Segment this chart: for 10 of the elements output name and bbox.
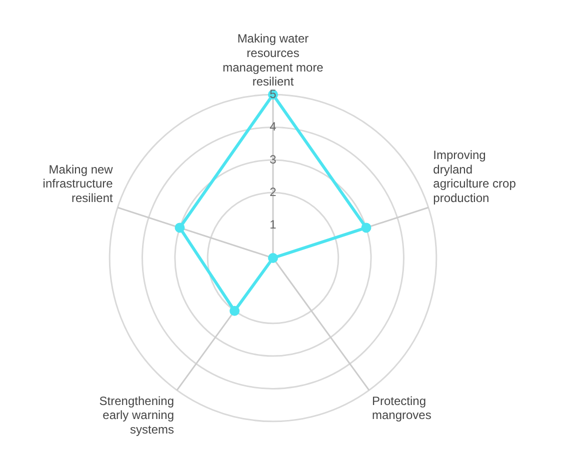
y-tick-label: 2 <box>270 184 277 199</box>
spoke-label: Making water resources management more resilient <box>222 32 324 89</box>
y-tick-label: 4 <box>270 120 277 134</box>
y-tick-label: 3 <box>270 152 277 166</box>
spoke-label: Protecting mangroves <box>372 394 432 422</box>
spoke-label: Strengthening early warning systems <box>99 394 174 437</box>
spoke-label: Making new infrastructure resilient <box>42 162 114 206</box>
y-tick-label: 1 <box>270 218 277 232</box>
y-tick-label: 5 <box>270 86 277 101</box>
spoke-label: Improving dryland agriculture crop production <box>433 148 516 206</box>
